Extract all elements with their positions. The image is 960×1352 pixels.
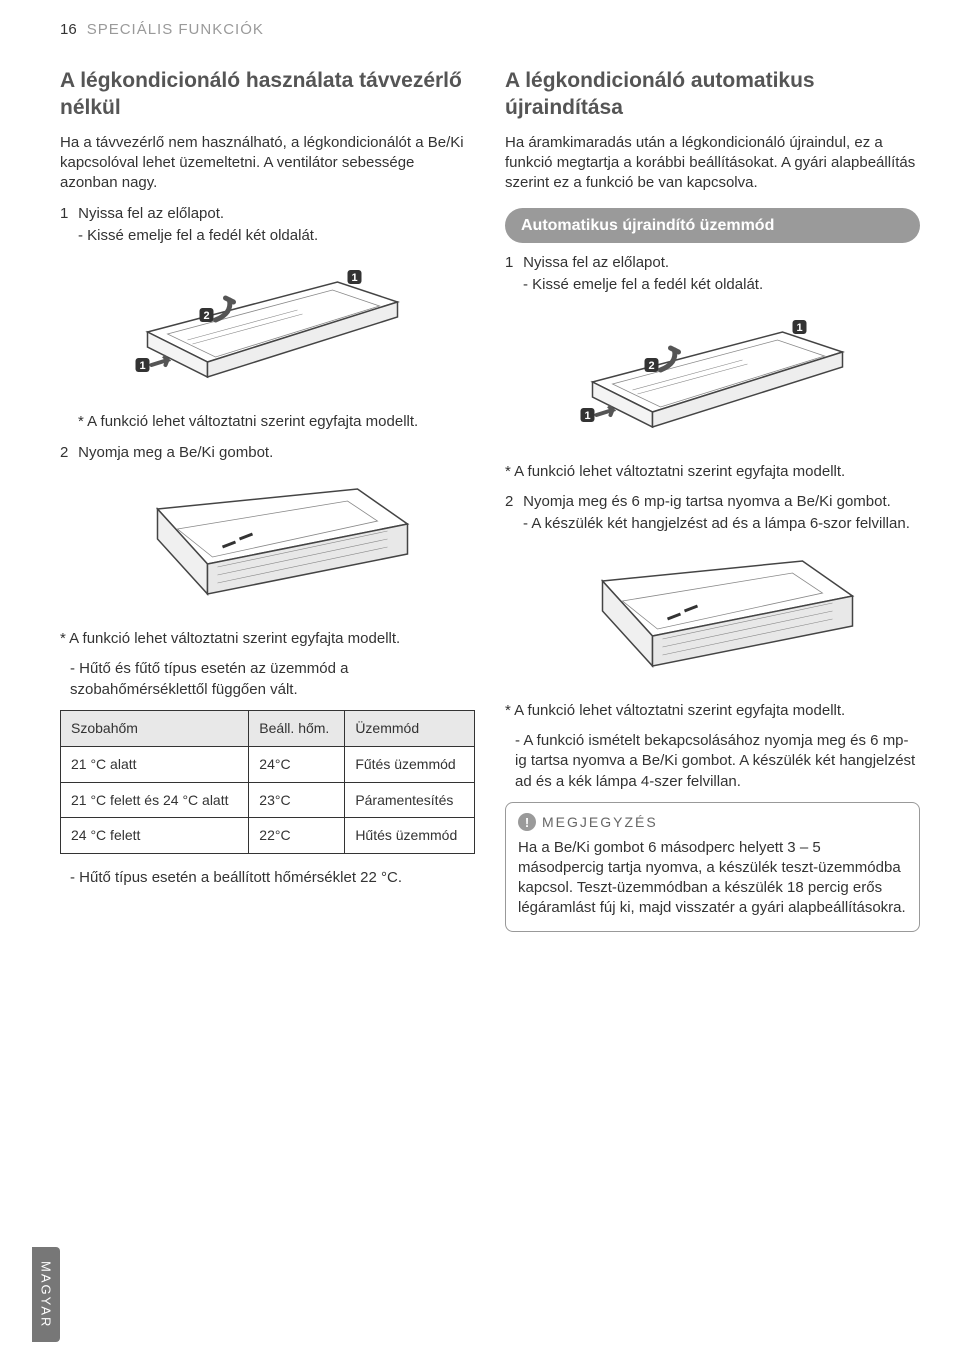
left-cooling-only-note: - Hűtő típus esetén a beállított hőmérsé… [60, 868, 475, 888]
left-note-2: * A funkció lehet változtatni szerint eg… [60, 629, 475, 649]
right-column: A légkondicionáló automatikus újraindítá… [505, 68, 920, 931]
page-number: 16 [60, 20, 77, 40]
diagram-ac-front-right [505, 312, 920, 442]
table-header-row: Szobahőm Beáll. hőm. Üzemmód [61, 710, 475, 746]
note-title: MEGJEGYZÉS [542, 813, 658, 832]
left-note-1: * A funkció lehet változtatni szerint eg… [60, 412, 475, 432]
right-step-2: 2 Nyomja meg és 6 mp-ig tartsa nyomva a … [505, 492, 920, 535]
table-row: 24 °C felett 22°C Hűtés üzemmód [61, 818, 475, 854]
left-title: A légkondicionáló használata távvezérlő … [60, 68, 475, 121]
page-header: 16 SPECIÁLIS FUNKCIÓK [60, 20, 920, 40]
temperature-table: Szobahőm Beáll. hőm. Üzemmód 21 °C alatt… [60, 710, 475, 855]
note-box: ! MEGJEGYZÉS Ha a Be/Ki gombot 6 másodpe… [505, 802, 920, 932]
diagram-ac-open-left [60, 479, 475, 609]
left-intro: Ha a távvezérlő nem használható, a légko… [60, 133, 475, 194]
diagram-ac-open-right [505, 551, 920, 681]
table-row: 21 °C alatt 24°C Fűtés üzemmód [61, 746, 475, 782]
right-intro: Ha áramkimaradás után a légkondicionáló … [505, 133, 920, 194]
note-body: Ha a Be/Ki gombot 6 másodperc helyett 3 … [518, 838, 907, 919]
table-row: 21 °C felett és 24 °C alatt 23°C Páramen… [61, 782, 475, 818]
right-note-1: * A funkció lehet változtatni szerint eg… [505, 462, 920, 482]
language-tab: MAGYAR [32, 1247, 60, 1342]
left-step-2: 2 Nyomja meg a Be/Ki gombot. [60, 443, 475, 463]
auto-restart-heading: Automatikus újraindító üzemmód [505, 208, 920, 244]
right-title: A légkondicionáló automatikus újraindítá… [505, 68, 920, 121]
note-icon: ! [518, 813, 536, 831]
left-step-1: 1 Nyissa fel az előlapot. - Kissé emelje… [60, 204, 475, 247]
section-title: SPECIÁLIS FUNKCIÓK [87, 20, 264, 40]
diagram-ac-front-left [60, 262, 475, 392]
right-step-1: 1 Nyissa fel az előlapot. - Kissé emelje… [505, 253, 920, 296]
right-note-2: * A funkció lehet változtatni szerint eg… [505, 701, 920, 721]
left-cooling-heating-note: - Hűtő és fűtő típus esetén az üzemmód a… [60, 659, 475, 700]
left-column: A légkondicionáló használata távvezérlő … [60, 68, 475, 931]
right-reenable-note: - A funkció ismételt bekapcsolásához nyo… [505, 731, 920, 792]
